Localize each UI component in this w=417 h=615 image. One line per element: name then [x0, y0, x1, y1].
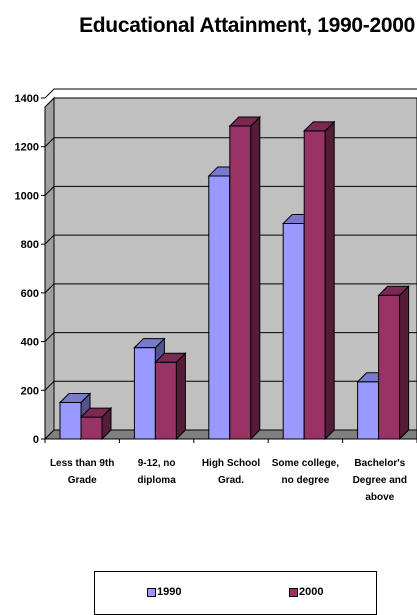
- bar-top: [154, 352, 187, 363]
- x-tick-label: Bachelor's Degree and above: [352, 458, 408, 503]
- bar-front: [357, 381, 380, 440]
- y-tick-label: 0: [33, 434, 39, 446]
- x-tick-label: Less than 9th Grade: [49, 458, 115, 486]
- legend-label-1990: 1990: [157, 586, 182, 598]
- bar-top: [302, 121, 336, 132]
- bar-2000-3: [302, 120, 336, 441]
- x-tick-label: 9-12, no diploma: [137, 458, 176, 486]
- bar-front: [378, 294, 401, 440]
- y-tick-label: 1000: [15, 190, 39, 202]
- y-tick-label: 400: [21, 337, 39, 349]
- bar-front: [80, 416, 103, 440]
- x-tick-label: High School Grad.: [201, 458, 261, 486]
- y-tick-label: 800: [21, 239, 39, 251]
- bar-front: [282, 222, 305, 440]
- bar-front: [154, 361, 177, 440]
- y-tick-label: 1400: [15, 93, 39, 105]
- bar-front: [59, 401, 82, 440]
- bar-2000-2: [228, 115, 262, 441]
- chart-title: Educational Attainment, 1990-2000: [79, 14, 415, 37]
- bars: [58, 115, 410, 441]
- bar-top: [133, 338, 166, 349]
- y-tick-label: 600: [21, 288, 39, 300]
- bar-front: [208, 175, 231, 440]
- bar-side: [324, 120, 335, 441]
- y-axis-ticks: 0 200 400 600 800 1000 1200 1400: [15, 93, 45, 446]
- y-tick-label: 200: [21, 385, 39, 397]
- bar-2000-0: [79, 406, 113, 441]
- x-tick-label: Some college, no degree: [271, 458, 340, 486]
- bar-side: [250, 115, 261, 441]
- bar-top: [58, 392, 92, 403]
- bar-top: [79, 407, 113, 418]
- legend-label-2000: 2000: [299, 586, 324, 598]
- bar-side: [175, 352, 186, 441]
- y-tick-label: 1200: [15, 142, 39, 154]
- gridline: [44, 185, 417, 196]
- legend-swatch-1990: [147, 587, 156, 597]
- bar-top: [377, 285, 410, 296]
- bar-side: [399, 285, 410, 441]
- bar-front: [229, 125, 252, 440]
- bar-2000-1: [154, 352, 187, 441]
- gridline: [44, 88, 417, 99]
- bar-2000-4: [377, 285, 410, 441]
- plot-side-wall: [44, 96, 55, 441]
- bar-front: [133, 347, 156, 440]
- legend: 1990 2000: [94, 571, 377, 615]
- legend-item-2000: 2000: [289, 586, 323, 598]
- axes: [44, 107, 417, 443]
- bar-top: [228, 116, 262, 127]
- legend-swatch-2000: [289, 587, 298, 597]
- gridline: [44, 137, 417, 148]
- bar-front: [303, 130, 326, 440]
- legend-item-1990: 1990: [147, 586, 181, 598]
